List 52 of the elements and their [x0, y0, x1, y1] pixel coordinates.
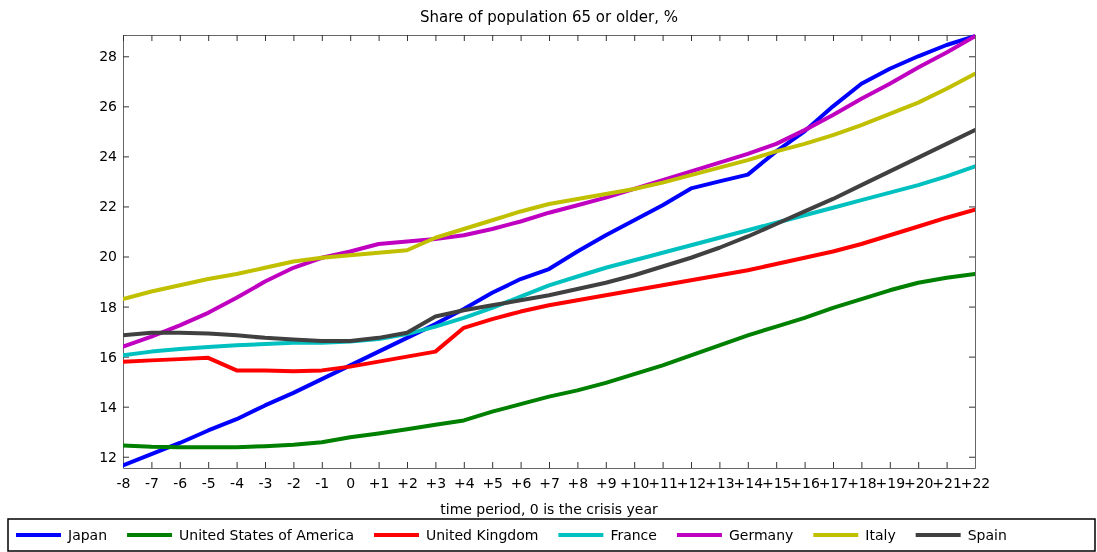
y-tick-label: 14 — [99, 398, 118, 415]
x-tick-label: +16 — [790, 474, 820, 491]
x-tick-label: +14 — [733, 474, 764, 491]
chart-title: Share of population 65 or older, % — [420, 8, 678, 26]
y-tick-label: 22 — [99, 198, 117, 215]
line-series — [123, 128, 975, 344]
y-tick-label: 26 — [99, 98, 118, 115]
x-tick-label: 0 — [346, 474, 356, 491]
x-tick-label: +11 — [648, 474, 678, 491]
legend-label: Italy — [865, 527, 896, 543]
x-tick-label: +6 — [510, 474, 532, 491]
x-tick-label: +10 — [619, 474, 650, 491]
y-tick-label: 24 — [99, 148, 118, 165]
legend-label: Spain — [967, 527, 1007, 543]
x-tick-label: +18 — [847, 474, 877, 491]
x-tick-label: +19 — [875, 474, 906, 491]
x-tick-label: -2 — [286, 474, 301, 491]
x-tick-label: +8 — [567, 474, 589, 491]
line-series — [123, 272, 975, 450]
legend-label: United Kingdom — [426, 527, 539, 543]
y-tick-label: 18 — [99, 298, 117, 315]
x-tick-label: +2 — [397, 474, 418, 491]
x-tick-label: +17 — [818, 474, 849, 491]
x-tick-label: -7 — [144, 474, 159, 491]
legend-label: Japan — [67, 527, 108, 543]
x-tick-label: +4 — [453, 474, 475, 491]
y-tick-label: 20 — [99, 248, 117, 265]
x-tick-label: -1 — [315, 474, 330, 491]
x-tick-label: +7 — [539, 474, 560, 491]
y-tick-label: 16 — [99, 348, 118, 365]
x-tick-label: +1 — [368, 474, 390, 491]
x-tick-label: -6 — [173, 474, 188, 491]
y-tick-label: 12 — [99, 448, 117, 465]
x-tick-label: +21 — [932, 474, 962, 491]
legend-label: United States of America — [179, 527, 354, 543]
x-axis-title: time period, 0 is the crisis year — [440, 501, 658, 517]
y-tick-label: 28 — [99, 48, 117, 65]
x-tick-label: -8 — [116, 474, 131, 491]
x-tick-label: -3 — [258, 474, 273, 491]
legend-label: France — [610, 527, 657, 543]
x-tick-label: +3 — [425, 474, 447, 491]
x-tick-label: +9 — [595, 474, 617, 491]
x-tick-label: +5 — [482, 474, 504, 491]
line-series — [123, 207, 975, 374]
x-tick-label: -4 — [230, 474, 245, 491]
x-tick-label: +22 — [960, 474, 991, 491]
x-tick-label: +20 — [903, 474, 934, 491]
x-tick-label: +12 — [676, 474, 707, 491]
x-tick-label: +13 — [705, 474, 735, 491]
x-tick-label: -5 — [201, 474, 216, 491]
line-series — [123, 71, 975, 302]
legend-label: Germany — [728, 527, 794, 543]
